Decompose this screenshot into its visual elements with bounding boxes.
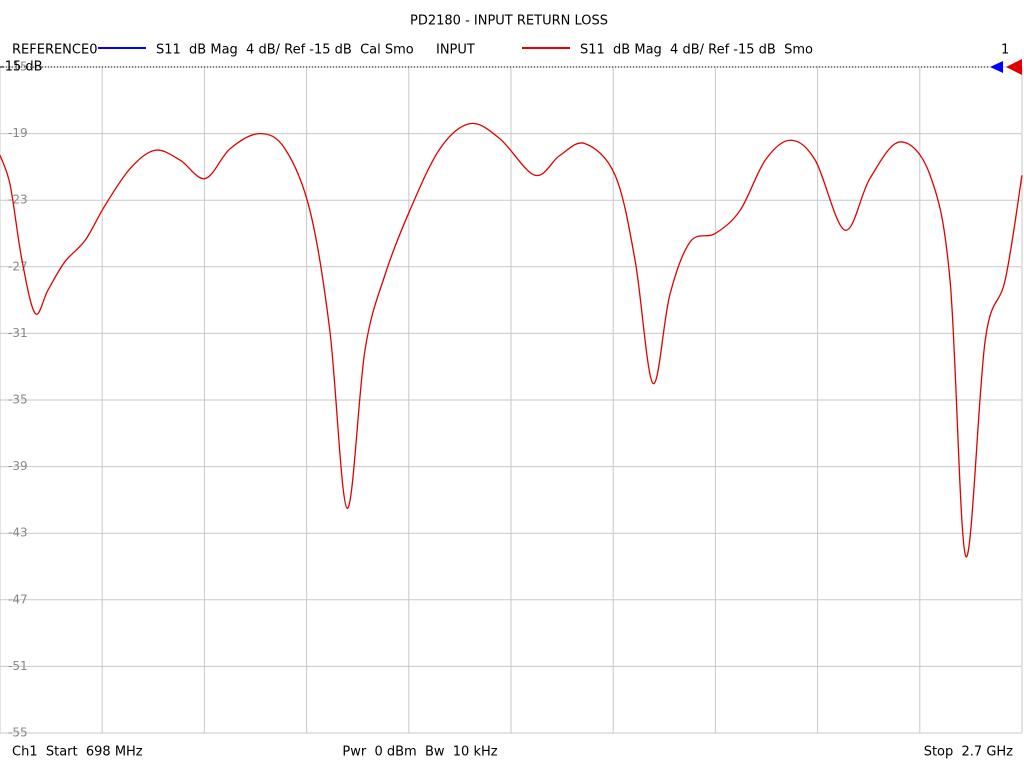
y-tick-label: -51 (8, 659, 28, 673)
trace (0, 122, 1023, 558)
legend-description: S11 dB Mag 4 dB/ Ref -15 dB Cal Smo (156, 43, 414, 58)
y-tick-label: -15 (8, 60, 28, 74)
chart-title: PD2180 - INPUT RETURN LOSS (410, 14, 608, 29)
y-tick-label: -35 (8, 393, 28, 407)
y-tick-label: -31 (8, 326, 28, 340)
footer-start: Ch1 Start 698 MHz (12, 745, 143, 760)
marker-label: 1 (1001, 43, 1009, 58)
y-tick-label: -39 (8, 459, 28, 473)
y-tick-label: -19 (8, 126, 28, 140)
y-tick-label: -55 (8, 726, 28, 740)
y-tick-label: -23 (8, 193, 28, 207)
footer-stop: Stop 2.7 GHz (924, 745, 1013, 760)
reference-marker (990, 61, 1003, 73)
legend-label: INPUT (436, 43, 475, 58)
reference-marker (1006, 59, 1022, 75)
y-tick-label: -47 (8, 592, 28, 606)
legend-description: S11 dB Mag 4 dB/ Ref -15 dB Smo (580, 43, 813, 58)
legend-label: REFERENCE0 (12, 43, 97, 58)
y-tick-label: -43 (8, 526, 28, 540)
footer-power: Pwr 0 dBm Bw 10 kHz (342, 745, 497, 760)
